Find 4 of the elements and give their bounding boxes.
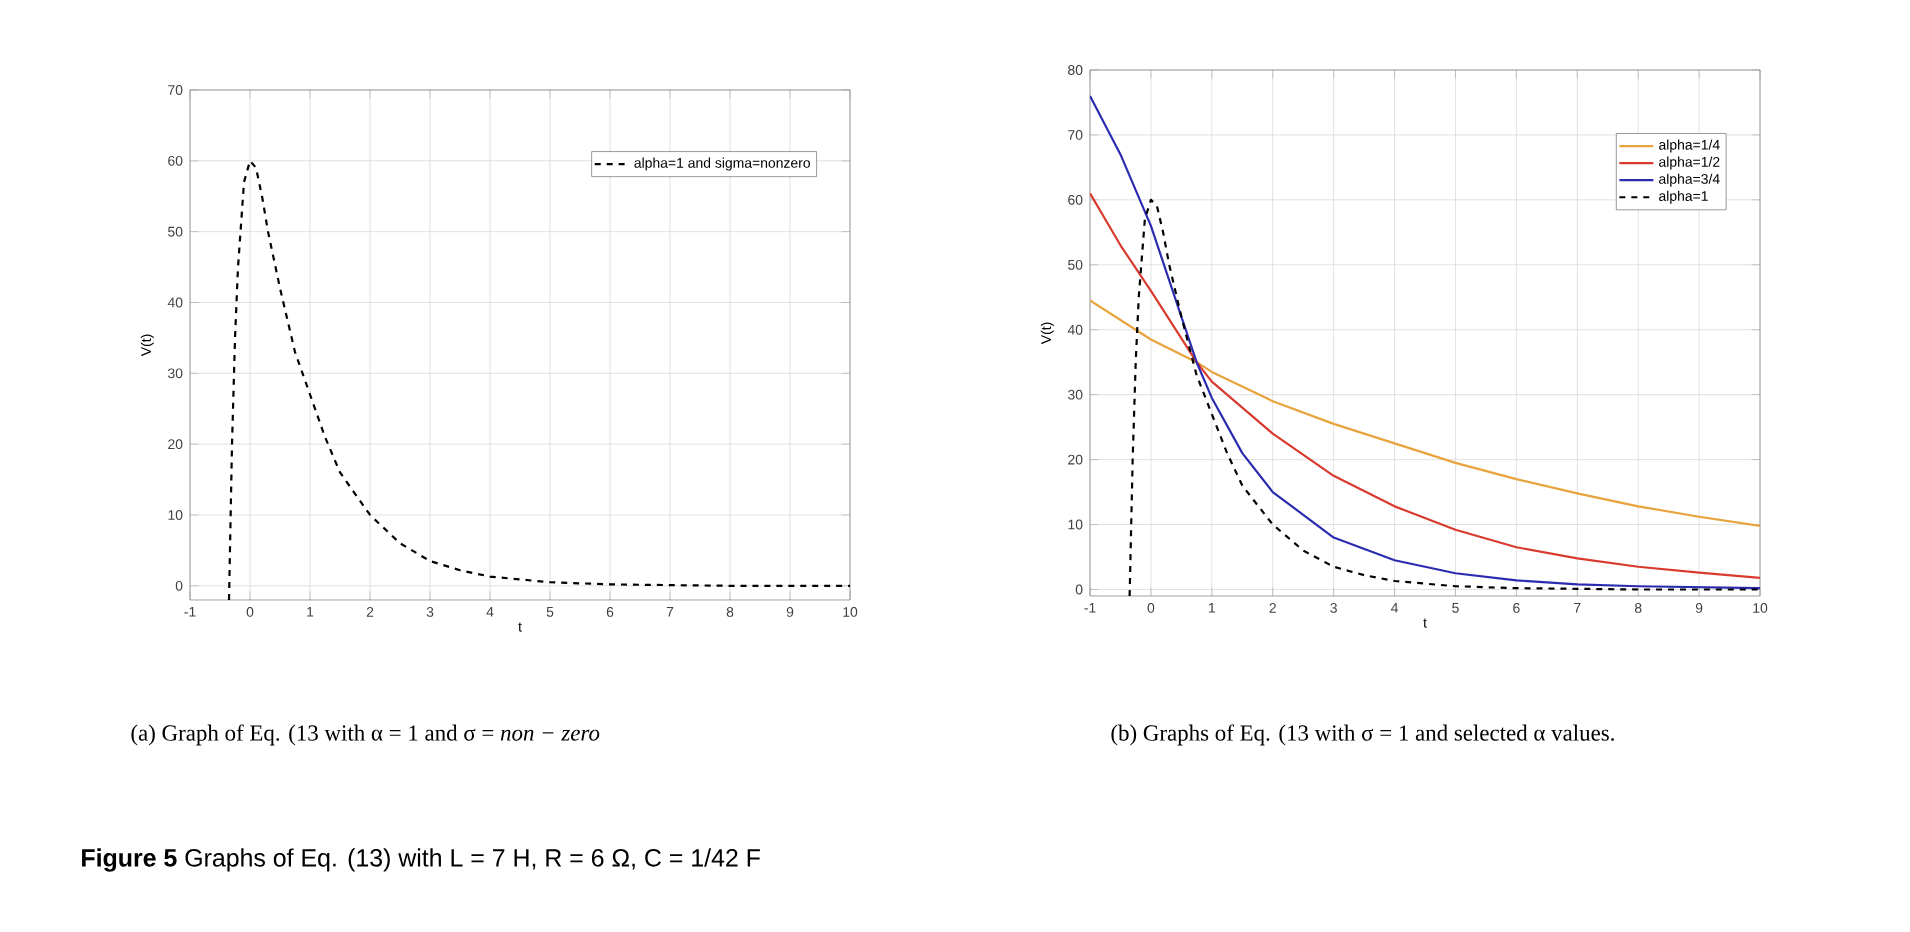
text: (a) Graph of Eq. (13 with α = 1 and σ = non − zero [131,724,600,746]
text: (b) Graphs of Eq. (13 with σ = 1 and selected α values. [1111,724,1614,746]
text: Figure 5 Graphs of Eq. (13) with L = 7 H, R = 6 Ω, C = 1/42 F [82,848,760,872]
line-series [1090,94,1761,590]
